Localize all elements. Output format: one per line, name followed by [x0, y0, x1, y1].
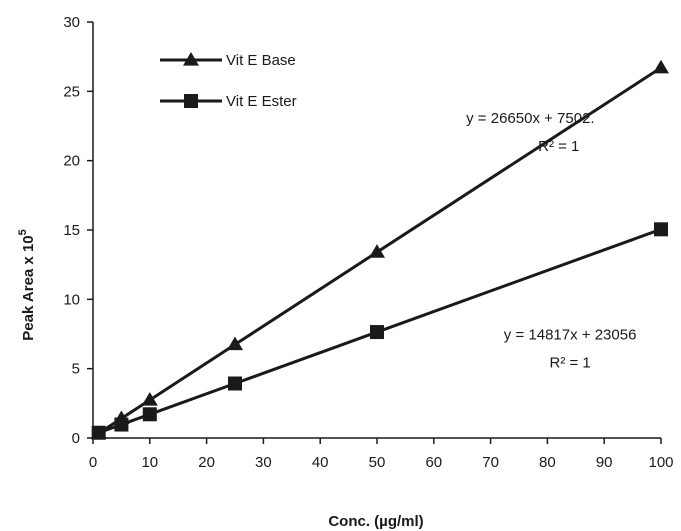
annotation-text: R² = 1 — [538, 138, 579, 155]
data-point — [142, 407, 157, 422]
y-tick-label: 30 — [63, 14, 80, 31]
legend-item: Vit E Ester — [160, 93, 297, 110]
y-axis-title: Peak Area x 105 — [17, 229, 37, 340]
y-ticks: 0 5 10 15 20 25 30 — [63, 14, 93, 447]
legend-label: Vit E Base — [226, 52, 296, 69]
legend: Vit E Base Vit E Ester — [160, 52, 297, 110]
legend-marker — [184, 94, 198, 108]
x-ticks: 0 10 20 30 40 50 60 70 80 90 100 — [89, 438, 674, 471]
annotation-text: R² = 1 — [549, 354, 590, 371]
legend-item: Vit E Base — [160, 52, 296, 69]
legend-label: Vit E Ester — [226, 93, 297, 110]
y-axis-title-main: Peak Area x 10 — [20, 235, 37, 340]
x-tick-label: 100 — [648, 454, 673, 471]
data-point — [654, 222, 668, 237]
data-point — [369, 244, 385, 258]
plot-series — [90, 59, 669, 440]
y-tick-label: 0 — [72, 430, 80, 447]
x-tick-label: 60 — [425, 454, 442, 471]
x-tick-label: 80 — [539, 454, 556, 471]
data-point — [370, 325, 384, 340]
y-tick-label: 20 — [63, 153, 80, 170]
x-tick-label: 70 — [482, 454, 499, 471]
legend-marker — [183, 52, 199, 66]
series-2 — [91, 222, 668, 440]
x-tick-label: 50 — [369, 454, 386, 471]
data-point — [114, 417, 129, 432]
y-tick-label: 25 — [63, 83, 80, 100]
y-tick-label: 15 — [63, 222, 80, 239]
y-axis-title-exponent: 5 — [17, 229, 29, 235]
data-point — [653, 59, 669, 74]
y-tick-label: 10 — [63, 291, 80, 308]
x-tick-label: 30 — [255, 454, 272, 471]
x-tick-label: 0 — [89, 454, 97, 471]
x-tick-label: 90 — [596, 454, 613, 471]
y-axis-title-group: Peak Area x 105 — [17, 229, 37, 340]
x-tick-label: 40 — [312, 454, 329, 471]
x-axis-title: Conc. (µg/ml) — [328, 513, 423, 530]
data-point — [228, 376, 242, 391]
data-point — [141, 392, 158, 406]
x-tick-label: 10 — [141, 454, 158, 471]
data-point — [227, 336, 243, 351]
annotations: y = 26650x + 7502. R² = 1 y = 14817x + 230… — [466, 110, 636, 371]
axes — [92, 22, 661, 439]
x-tick-label: 20 — [198, 454, 215, 471]
annotation-text: y = 26650x + 7502. — [466, 110, 594, 127]
annotation-text: y = 14817x + 23056 — [504, 327, 637, 344]
data-point — [91, 425, 106, 440]
y-tick-label: 5 — [72, 361, 80, 378]
